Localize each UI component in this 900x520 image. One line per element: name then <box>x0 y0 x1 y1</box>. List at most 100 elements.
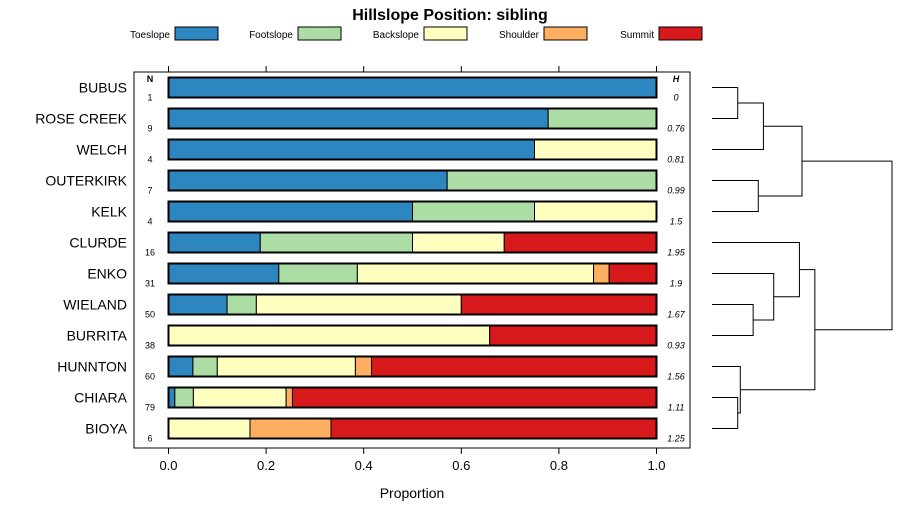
row-h: 0.93 <box>667 341 685 351</box>
row-n: 38 <box>145 341 155 351</box>
n-header: N <box>147 74 154 84</box>
bar-segment-backslope <box>356 263 595 284</box>
row-n: 4 <box>147 217 152 227</box>
bar-segment-summit <box>330 418 657 439</box>
bar-segment-toeslope <box>168 170 448 191</box>
bar-row-bioya: BIOYA 6 1.25 <box>85 417 686 444</box>
bar-segment-footslope <box>446 170 658 191</box>
row-label: BURRITA <box>67 328 128 344</box>
x-tick-label: 0.6 <box>452 458 470 473</box>
row-h: 0 <box>673 93 678 103</box>
row-label: HUNNTON <box>57 359 127 375</box>
bar-outline <box>167 324 658 347</box>
row-n: 16 <box>145 248 155 258</box>
bar-segment-footslope <box>259 232 413 253</box>
legend: Toeslope Footslope Backslope Shoulder Summit <box>130 26 703 41</box>
legend-swatch-summit <box>658 26 703 41</box>
bar-segment-backslope <box>216 356 356 377</box>
bar-rows: BUBUS 1 0 ROSE CREEK 9 0.76 WELCH 4 0.81 OUTERKIR… <box>35 76 686 444</box>
bar-row-outerkirk: OUTERKIRK 7 0.99 <box>45 169 685 196</box>
row-h: 1.11 <box>668 403 685 413</box>
row-n: 4 <box>147 155 152 165</box>
row-h: 1.9 <box>670 279 683 289</box>
bar-row-rose-creek: ROSE CREEK 9 0.76 <box>35 107 685 134</box>
row-label: CHIARA <box>74 390 128 406</box>
bar-segment-backslope <box>168 325 491 346</box>
row-n: 7 <box>147 186 152 196</box>
bar-segment-shoulder <box>249 418 332 439</box>
bar-outline <box>167 169 658 192</box>
row-h: 0.76 <box>667 124 685 134</box>
row-label: WELCH <box>76 142 127 158</box>
dendrogram-branch <box>712 304 754 336</box>
bar-segment-summit <box>371 356 657 377</box>
dendrogram-branch <box>712 242 800 298</box>
row-label: WIELAND <box>63 297 127 313</box>
row-h: 0.81 <box>667 155 685 165</box>
bar-segment-toeslope <box>168 108 549 129</box>
bar-outline <box>167 138 658 161</box>
bar-outline <box>167 262 658 285</box>
dendrogram-branch <box>758 125 803 197</box>
legend-swatch-toeslope <box>174 26 219 41</box>
bar-outline <box>167 76 658 99</box>
dendrogram-branch <box>712 397 739 429</box>
row-n: 6 <box>147 434 152 444</box>
legend-swatch-footslope <box>297 26 342 41</box>
bar-segment-summit <box>291 387 657 408</box>
bar-segment-toeslope <box>168 77 657 98</box>
bar-segment-footslope <box>174 387 194 408</box>
bar-outline <box>167 231 658 254</box>
chart-title: Hillslope Position: sibling <box>352 7 548 24</box>
bar-segment-backslope <box>534 201 657 222</box>
bar-segment-toeslope <box>168 201 413 222</box>
dendrogram <box>712 87 893 429</box>
bar-row-chiara: CHIARA 79 1.11 <box>74 386 685 413</box>
plot-frame <box>133 71 691 449</box>
row-label: BIOYA <box>85 421 127 437</box>
legend-label-toeslope: Toeslope <box>130 30 170 41</box>
row-h: 1.5 <box>670 217 684 227</box>
x-axis: 0.0 0.2 0.4 0.6 0.8 1.0 <box>159 66 666 473</box>
bar-segment-backslope <box>255 294 462 315</box>
dendrogram-branch <box>712 87 739 119</box>
legend-label-footslope: Footslope <box>249 30 293 41</box>
bar-segment-toeslope <box>168 356 194 377</box>
x-tick-label: 0.8 <box>550 458 568 473</box>
bar-segment-footslope <box>412 201 535 222</box>
dendrogram-branch <box>712 180 759 212</box>
x-axis-label: Proportion <box>380 485 445 501</box>
bar-segment-backslope <box>168 418 251 439</box>
x-tick-label: 0.4 <box>355 458 373 473</box>
bar-outline <box>167 200 658 223</box>
legend-swatch-backslope <box>423 26 468 41</box>
row-label: BUBUS <box>79 80 127 96</box>
row-n: 1 <box>147 93 152 103</box>
row-h: 0.99 <box>667 186 685 196</box>
legend-label-shoulder: Shoulder <box>499 30 540 41</box>
x-tick-label: 0.0 <box>159 458 177 473</box>
x-tick-label: 1.0 <box>647 458 665 473</box>
bar-row-welch: WELCH 4 0.81 <box>76 138 685 165</box>
bar-segment-shoulder <box>285 387 293 408</box>
bar-row-bubus: BUBUS 1 0 <box>79 76 679 103</box>
bar-row-clurde: CLURDE 16 1.95 <box>69 231 686 258</box>
bar-outline <box>167 355 658 378</box>
bar-segment-summit <box>503 232 657 253</box>
bar-segment-footslope <box>226 294 257 315</box>
row-label: KELK <box>91 204 127 220</box>
bar-row-wieland: WIELAND 50 1.67 <box>63 293 686 320</box>
dendrogram-branch <box>802 160 893 331</box>
row-n: 9 <box>147 124 152 134</box>
bar-segment-summit <box>489 325 657 346</box>
bar-row-hunnton: HUNNTON 60 1.56 <box>57 355 685 382</box>
bar-row-kelk: KELK 4 1.5 <box>91 200 684 227</box>
h-header: H <box>673 74 680 84</box>
legend-swatch-shoulder <box>543 26 588 41</box>
bar-segment-toeslope <box>168 294 228 315</box>
bar-segment-footslope <box>547 108 657 129</box>
dendrogram-branch <box>740 269 816 391</box>
bar-outline <box>167 293 658 316</box>
row-n: 31 <box>145 279 155 289</box>
